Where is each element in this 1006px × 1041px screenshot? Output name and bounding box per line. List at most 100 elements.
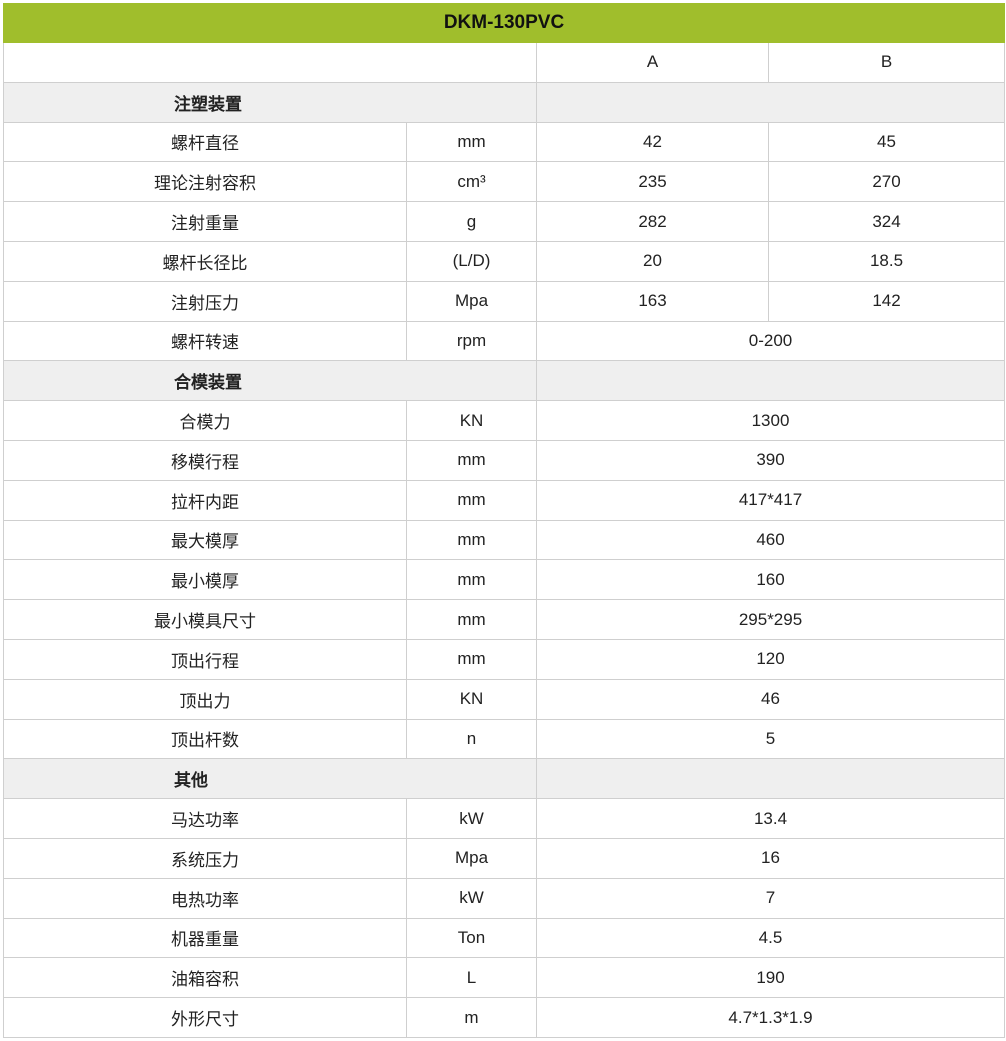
spec-value: 1300 bbox=[536, 400, 1005, 441]
spec-unit: rpm bbox=[406, 320, 537, 362]
spec-value: 0-200 bbox=[536, 320, 1005, 362]
table-row: 顶出杆数 n 5 bbox=[3, 718, 1005, 760]
table-row: 最小模厚 mm 160 bbox=[3, 559, 1005, 601]
spec-value: 16 bbox=[536, 837, 1005, 879]
table-row: 螺杆转速 rpm 0-200 bbox=[3, 320, 1005, 362]
spec-label: 螺杆转速 bbox=[3, 320, 407, 362]
column-header-row: A B bbox=[3, 42, 1005, 83]
spec-value: 460 bbox=[536, 519, 1005, 561]
spec-label: 机器重量 bbox=[3, 917, 407, 959]
spec-label: 外形尺寸 bbox=[3, 997, 407, 1038]
spec-unit: KN bbox=[406, 400, 537, 441]
spec-value: 190 bbox=[536, 957, 1005, 999]
spec-value: 7 bbox=[536, 877, 1005, 919]
table-row: 螺杆长径比 (L/D) 20 18.5 bbox=[3, 240, 1005, 282]
spec-unit: L bbox=[406, 957, 537, 999]
spec-value: 120 bbox=[536, 638, 1005, 680]
spec-value: 390 bbox=[536, 439, 1005, 481]
spec-value-a: 235 bbox=[536, 161, 769, 203]
table-row: 马达功率 kW 13.4 bbox=[3, 798, 1005, 839]
spec-unit: cm³ bbox=[406, 161, 537, 203]
table-row: 机器重量 Ton 4.5 bbox=[3, 917, 1005, 959]
spec-label: 理论注射容积 bbox=[3, 161, 407, 203]
spec-unit: mm bbox=[406, 479, 537, 521]
spec-unit: kW bbox=[406, 877, 537, 919]
section-filler bbox=[536, 360, 1005, 402]
section-row: 合模装置 bbox=[3, 360, 1005, 402]
spec-label: 最小模具尺寸 bbox=[3, 599, 407, 640]
spec-unit: Mpa bbox=[406, 280, 537, 322]
section-row: 注塑装置 bbox=[3, 81, 1005, 123]
table-row: 理论注射容积 cm³ 235 270 bbox=[3, 161, 1005, 203]
column-a-header: A bbox=[536, 42, 769, 83]
spec-unit: n bbox=[406, 718, 537, 760]
spec-label: 注射重量 bbox=[3, 201, 407, 242]
spec-unit: kW bbox=[406, 798, 537, 839]
spec-table: DKM-130PVC A B 注塑装置 螺杆直径 mm 42 45 理论注射容积 cm³ 23… bbox=[3, 3, 1005, 1038]
spec-label: 系统压力 bbox=[3, 837, 407, 879]
spec-label: 油箱容积 bbox=[3, 957, 407, 999]
spec-label: 螺杆长径比 bbox=[3, 240, 407, 282]
section-row: 其他 bbox=[3, 758, 1005, 800]
spec-unit: mm bbox=[406, 638, 537, 680]
column-b-header: B bbox=[768, 42, 1005, 83]
spec-value-a: 163 bbox=[536, 280, 769, 322]
table-title: DKM-130PVC bbox=[3, 3, 1005, 43]
table-row: 合模力 KN 1300 bbox=[3, 400, 1005, 441]
spec-unit: mm bbox=[406, 439, 537, 481]
spec-value: 4.5 bbox=[536, 917, 1005, 959]
spec-value-b: 18.5 bbox=[768, 240, 1005, 282]
spec-value-b: 45 bbox=[768, 121, 1005, 163]
spec-unit: (L/D) bbox=[406, 240, 537, 282]
spec-value: 5 bbox=[536, 718, 1005, 760]
spec-unit: KN bbox=[406, 678, 537, 720]
spec-label: 马达功率 bbox=[3, 798, 407, 839]
spec-value-b: 270 bbox=[768, 161, 1005, 203]
spec-unit: Ton bbox=[406, 917, 537, 959]
spec-label: 最小模厚 bbox=[3, 559, 407, 601]
section-filler bbox=[536, 758, 1005, 800]
spec-label: 顶出杆数 bbox=[3, 718, 407, 760]
spec-value-a: 20 bbox=[536, 240, 769, 282]
spec-label: 拉杆内距 bbox=[3, 479, 407, 521]
spec-label: 顶出行程 bbox=[3, 638, 407, 680]
spec-value-a: 282 bbox=[536, 201, 769, 242]
table-row: 最小模具尺寸 mm 295*295 bbox=[3, 599, 1005, 640]
spec-unit: m bbox=[406, 997, 537, 1038]
table-row: 注射压力 Mpa 163 142 bbox=[3, 280, 1005, 322]
table-row: 外形尺寸 m 4.7*1.3*1.9 bbox=[3, 997, 1005, 1038]
table-row: 螺杆直径 mm 42 45 bbox=[3, 121, 1005, 163]
spec-value-b: 324 bbox=[768, 201, 1005, 242]
section-title: 合模装置 bbox=[3, 360, 537, 402]
table-row: 电热功率 kW 7 bbox=[3, 877, 1005, 919]
spec-value: 46 bbox=[536, 678, 1005, 720]
table-row: 移模行程 mm 390 bbox=[3, 439, 1005, 481]
spec-label: 螺杆直径 bbox=[3, 121, 407, 163]
table-row: 拉杆内距 mm 417*417 bbox=[3, 479, 1005, 521]
spec-value: 4.7*1.3*1.9 bbox=[536, 997, 1005, 1038]
spec-label: 移模行程 bbox=[3, 439, 407, 481]
table-row: 顶出行程 mm 120 bbox=[3, 638, 1005, 680]
spec-unit: Mpa bbox=[406, 837, 537, 879]
table-row: 注射重量 g 282 324 bbox=[3, 201, 1005, 242]
spec-label: 电热功率 bbox=[3, 877, 407, 919]
spec-value: 160 bbox=[536, 559, 1005, 601]
table-row: 油箱容积 L 190 bbox=[3, 957, 1005, 999]
spec-value-b: 142 bbox=[768, 280, 1005, 322]
spec-unit: mm bbox=[406, 519, 537, 561]
spec-label: 注射压力 bbox=[3, 280, 407, 322]
spec-value: 295*295 bbox=[536, 599, 1005, 640]
spec-value: 417*417 bbox=[536, 479, 1005, 521]
spec-value-a: 42 bbox=[536, 121, 769, 163]
title-row: DKM-130PVC bbox=[3, 3, 1005, 43]
spec-unit: mm bbox=[406, 121, 537, 163]
table-row: 系统压力 Mpa 16 bbox=[3, 837, 1005, 879]
section-title: 注塑装置 bbox=[3, 81, 537, 123]
spec-label: 合模力 bbox=[3, 400, 407, 441]
empty-header-cell bbox=[3, 42, 537, 83]
table-row: 顶出力 KN 46 bbox=[3, 678, 1005, 720]
spec-label: 顶出力 bbox=[3, 678, 407, 720]
section-title: 其他 bbox=[3, 758, 537, 800]
spec-label: 最大模厚 bbox=[3, 519, 407, 561]
spec-unit: mm bbox=[406, 559, 537, 601]
